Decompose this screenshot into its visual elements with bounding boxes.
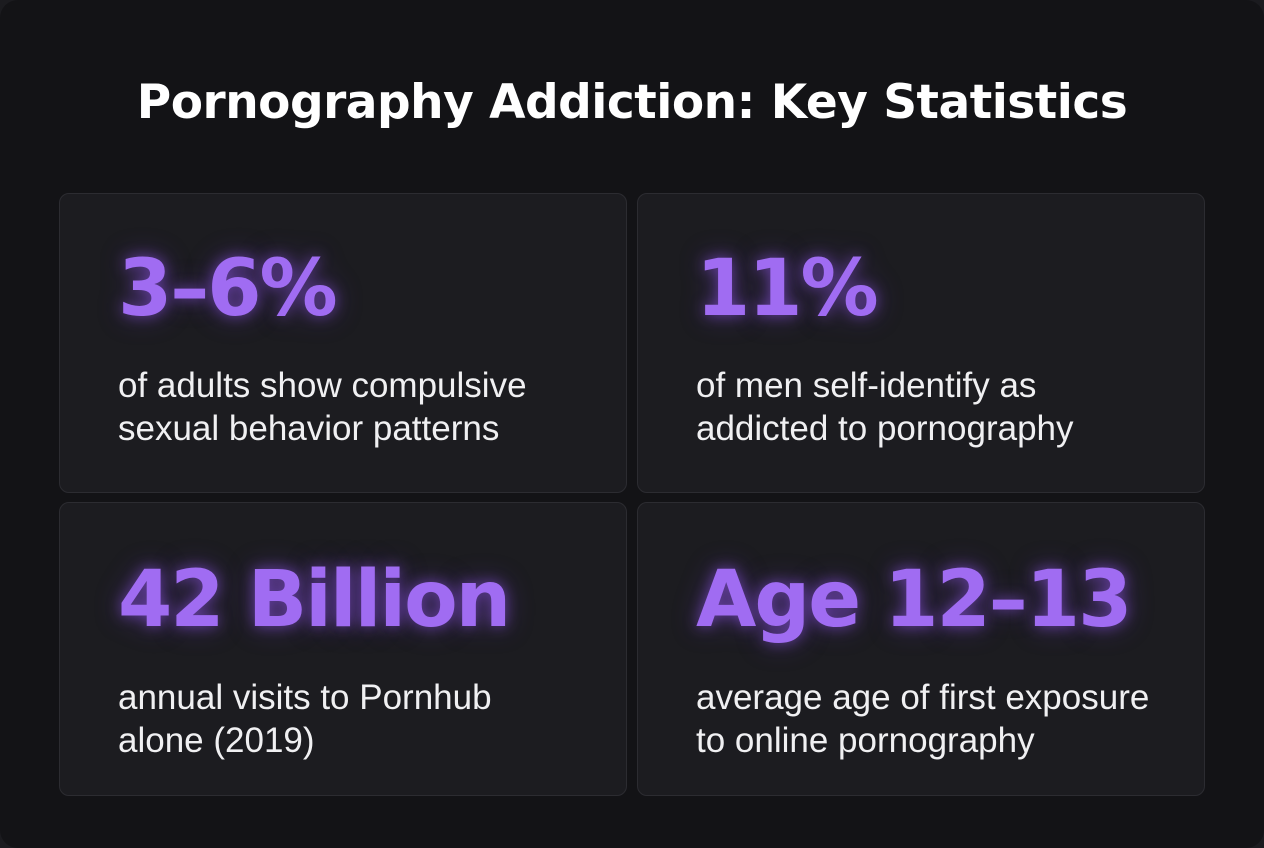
stat-card-first-exposure: Age 12–13 average age of first exposure … xyxy=(637,502,1205,796)
stat-description: average age of first exposure to online … xyxy=(696,676,1176,762)
stat-value: 3–6% xyxy=(118,244,338,334)
stat-description-line: average age of first exposure xyxy=(696,678,1150,717)
stat-card-compulsive-behavior: 3–6% of adults show compulsive sexual be… xyxy=(59,193,627,493)
stat-description: annual visits to Pornhub alone (2019) xyxy=(118,676,598,762)
stat-description-line: to online pornography xyxy=(696,721,1035,760)
stat-value: 42 Billion xyxy=(118,555,511,645)
stat-description-line: of adults show compulsive xyxy=(118,366,527,405)
stat-description-line: annual visits to Pornhub xyxy=(118,678,492,717)
stat-description-line: alone (2019) xyxy=(118,721,315,760)
stat-description-line: addicted to pornography xyxy=(696,409,1074,448)
stat-description-line: sexual behavior patterns xyxy=(118,409,500,448)
page-title: Pornography Addiction: Key Statistics xyxy=(136,75,1128,130)
stat-card-annual-visits: 42 Billion annual visits to Pornhub alon… xyxy=(59,502,627,796)
stat-value: 11% xyxy=(696,244,879,334)
stat-description: of men self-identify as addicted to porn… xyxy=(696,364,1176,450)
stat-card-self-identify: 11% of men self-identify as addicted to … xyxy=(637,193,1205,493)
stat-description: of adults show compulsive sexual behavio… xyxy=(118,364,598,450)
stat-description-line: of men self-identify as xyxy=(696,366,1037,405)
stat-value: Age 12–13 xyxy=(696,555,1132,645)
